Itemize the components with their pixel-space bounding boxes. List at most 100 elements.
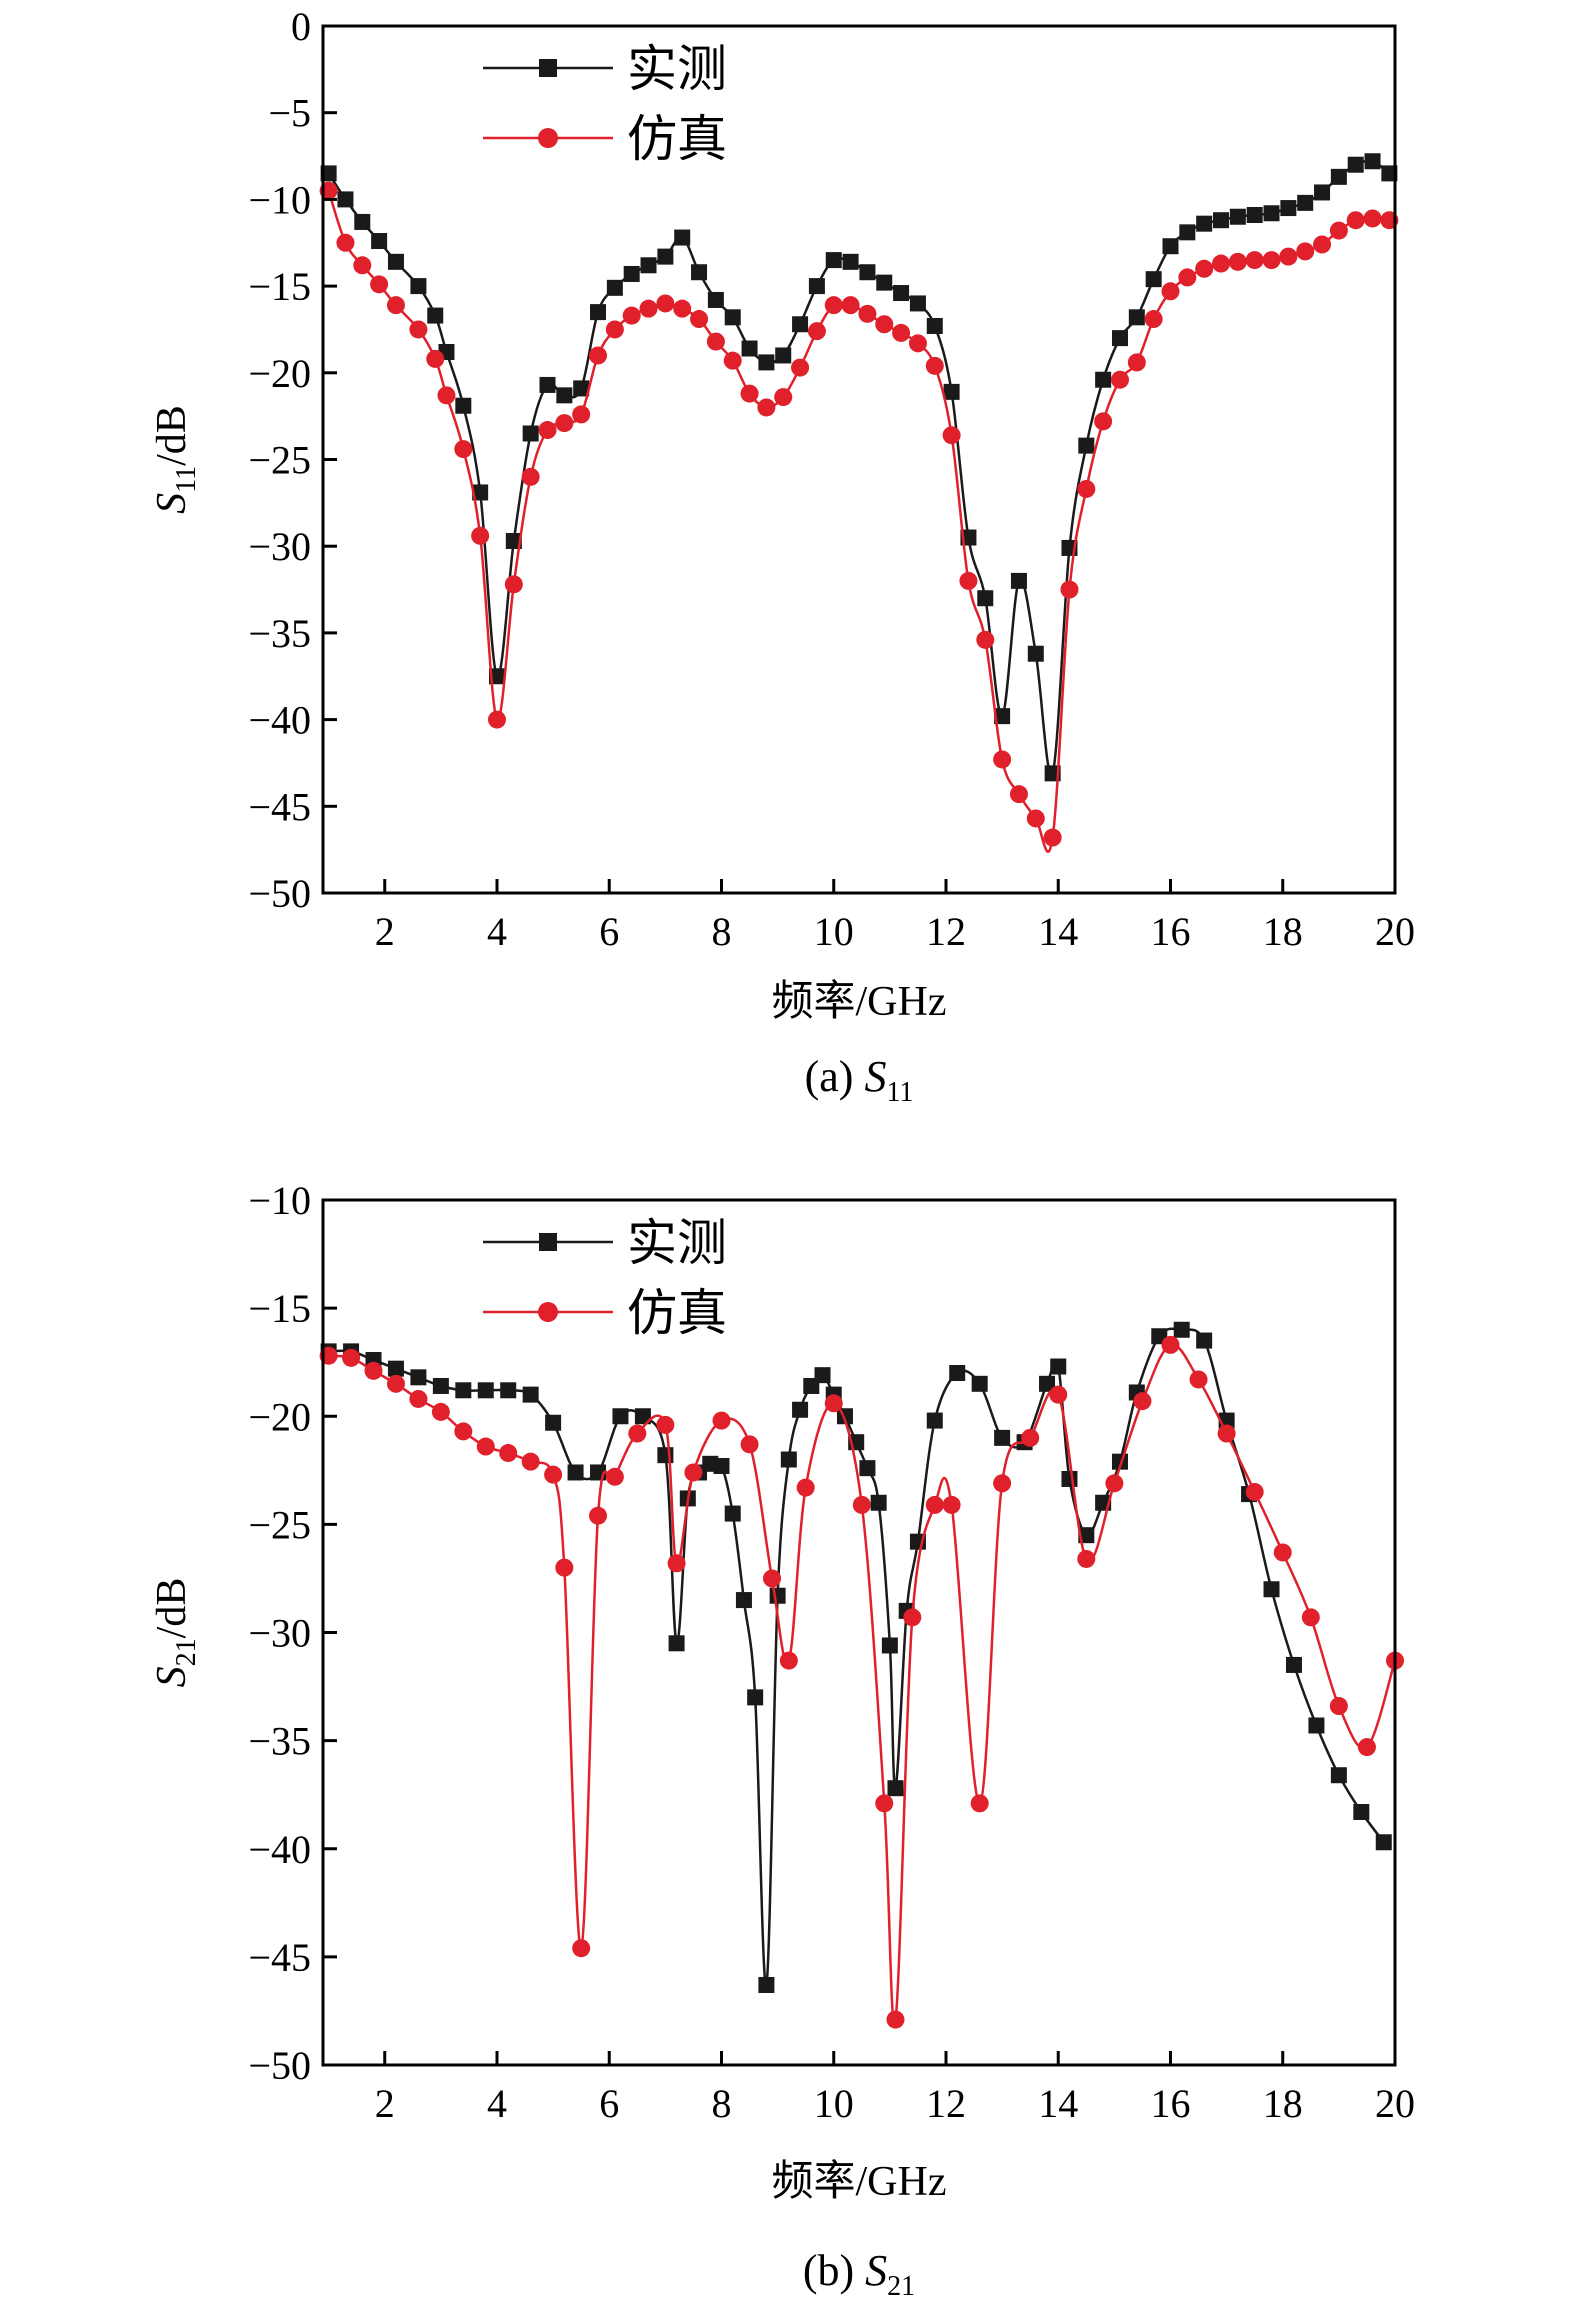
data-point-square	[455, 1382, 472, 1399]
data-point-circle	[740, 1435, 759, 1454]
data-point-circle	[437, 386, 456, 405]
data-point-square	[1078, 1527, 1095, 1544]
data-point-circle	[908, 334, 927, 353]
x-axis-label: 频率/GHz	[772, 978, 947, 1025]
data-point-circle	[386, 1374, 405, 1393]
y-tick-label: −25	[248, 438, 311, 483]
data-point-square	[1173, 1321, 1190, 1338]
data-point-square	[545, 1414, 562, 1431]
data-point-square	[668, 1635, 685, 1652]
y-tick-label: 0	[291, 4, 311, 49]
data-point-circle	[1228, 252, 1247, 271]
data-point-circle	[1105, 1474, 1124, 1493]
data-point-square	[371, 233, 388, 250]
y-axis-label-unit: /dB	[149, 1578, 195, 1639]
data-point-circle	[342, 1348, 361, 1367]
data-point-circle	[431, 1402, 450, 1421]
y-tick-label: −50	[248, 871, 311, 916]
data-point-square	[1353, 1803, 1370, 1820]
x-tick-label: 6	[599, 2081, 619, 2126]
data-point-circle	[471, 526, 490, 545]
data-point-square	[1196, 215, 1213, 232]
data-point-circle	[521, 1452, 540, 1471]
y-axis-label-symbol: S	[149, 493, 195, 514]
legend-marker-circle	[538, 1302, 558, 1322]
data-point-circle	[572, 1939, 591, 1958]
y-tick-label: −10	[248, 1178, 311, 1223]
data-point-circle	[538, 421, 557, 440]
data-point-square	[825, 252, 842, 269]
data-point-circle	[476, 1437, 495, 1456]
y-tick-label: −40	[248, 1827, 311, 1872]
data-point-circle	[684, 1463, 703, 1482]
y-ticks: 0 −5 −10 −15 −20 −25 −30 −35 −40 −45 −50	[248, 4, 337, 916]
data-point-circle	[364, 1361, 383, 1380]
data-point-circle	[673, 299, 692, 318]
y-axis-label-symbol: S	[149, 1666, 195, 1687]
data-point-circle	[409, 320, 428, 339]
data-point-square	[640, 257, 657, 274]
data-point-circle	[386, 296, 405, 315]
data-point-square	[741, 340, 758, 357]
x-tick-label: 10	[814, 2081, 854, 2126]
data-point-square	[1213, 212, 1230, 229]
data-point-square	[724, 309, 741, 326]
plot-series-group	[319, 153, 1399, 853]
caption-subscript: 11	[886, 1077, 913, 1108]
y-axis-label: S11/dB	[149, 405, 202, 514]
data-point-circle	[942, 426, 961, 445]
x-tick-label: 18	[1263, 2081, 1303, 2126]
data-point-circle	[336, 233, 355, 252]
data-point-square	[522, 425, 539, 442]
data-point-square	[1078, 437, 1095, 454]
data-point-circle	[723, 351, 742, 370]
data-point-circle	[1273, 1543, 1292, 1562]
data-point-circle	[454, 1422, 473, 1441]
y-tick-label: −30	[248, 1611, 311, 1656]
data-point-square	[410, 1369, 427, 1386]
chart-caption: (a) S11	[805, 1052, 914, 1108]
data-point-square	[657, 1447, 674, 1464]
data-point-circle	[712, 1411, 731, 1430]
data-point-circle	[1212, 254, 1231, 273]
plot-series-group	[319, 1321, 1404, 2029]
data-point-square	[387, 253, 404, 270]
x-tick-label: 4	[487, 909, 507, 954]
legend-marker-square	[539, 59, 557, 77]
data-point-circle	[353, 256, 372, 275]
data-point-square	[893, 285, 910, 302]
data-point-circle	[504, 575, 523, 594]
data-point-square	[337, 191, 354, 208]
y-tick-label: −25	[248, 1502, 311, 1547]
data-point-square	[1010, 572, 1027, 589]
x-tick-label: 20	[1375, 909, 1415, 954]
data-point-circle	[690, 310, 709, 329]
y-tick-label: −30	[248, 524, 311, 569]
data-point-square	[432, 1377, 449, 1394]
x-tick-label: 14	[1038, 909, 1078, 954]
data-point-square	[1050, 1358, 1067, 1375]
x-tick-label: 2	[375, 2081, 395, 2126]
data-point-circle	[824, 1394, 843, 1413]
data-point-circle	[970, 1794, 989, 1813]
data-point-circle	[605, 1467, 624, 1486]
data-point-square	[775, 347, 792, 364]
data-point-square	[859, 264, 876, 281]
y-axis-label-subscript: 21	[171, 1638, 202, 1666]
data-point-circle	[796, 1478, 815, 1497]
data-point-circle	[774, 388, 793, 407]
y-axis-label: S21/dB	[149, 1578, 202, 1688]
data-point-square	[943, 383, 960, 400]
y-tick-label: −15	[248, 264, 311, 309]
data-point-circle	[1094, 412, 1113, 431]
plot-frame	[321, 1198, 1397, 2067]
data-point-circle	[572, 405, 591, 424]
data-point-circle	[1262, 251, 1281, 270]
data-point-square	[1285, 1656, 1302, 1673]
y-tick-label: −35	[248, 611, 311, 656]
data-point-square	[758, 354, 775, 371]
data-point-circle	[1217, 1424, 1236, 1443]
y-tick-label: −15	[248, 1286, 311, 1331]
data-point-circle	[1144, 310, 1163, 329]
